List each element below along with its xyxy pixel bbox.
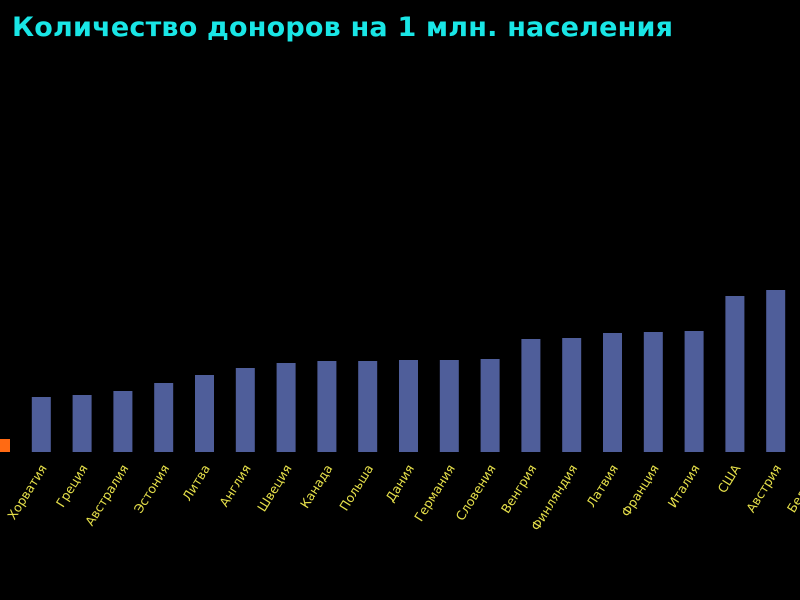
x-tick-label: Венгрия xyxy=(498,462,540,516)
bar-first xyxy=(0,439,10,452)
chart-title: Количество доноров на 1 млн. населения xyxy=(12,12,674,43)
x-tick-label: Латвия xyxy=(583,462,621,510)
bar-Венгрия xyxy=(521,339,541,452)
bar-Франция xyxy=(643,332,663,452)
x-tick-label: Германия xyxy=(411,462,458,524)
x-tick-label: Эстония xyxy=(131,462,173,516)
bar-Австрия xyxy=(766,290,786,452)
bar-Швеция xyxy=(276,363,296,452)
bar-Англия xyxy=(235,368,255,452)
bar-Канада xyxy=(317,361,337,452)
bar-Италия xyxy=(684,331,704,452)
x-tick-label: Канада xyxy=(297,462,336,511)
bar-Австралия xyxy=(113,391,133,452)
bar-Германия xyxy=(439,360,459,452)
bar-Латвия xyxy=(603,333,622,452)
x-tick-label: Дания xyxy=(382,462,417,505)
bar-Хорватия xyxy=(31,397,51,452)
bar-Эстония xyxy=(154,383,174,452)
x-tick-label: Англия xyxy=(216,462,254,510)
x-tick-label: США xyxy=(714,461,743,495)
x-tick-label: Австралия xyxy=(82,462,131,529)
x-tick-label: Австрия xyxy=(743,462,784,515)
x-tick-label: Швеция xyxy=(254,462,295,515)
x-tick-label: Франция xyxy=(618,462,662,520)
x-tick-label: Италия xyxy=(665,462,703,511)
bar-Польша xyxy=(358,361,378,452)
bar-Дания xyxy=(399,360,418,452)
bar-Греция xyxy=(72,395,92,452)
bar-Литва xyxy=(195,375,214,452)
x-tick-label: Польша xyxy=(336,462,376,514)
bar-США xyxy=(725,296,745,452)
x-tick-label: Хорватия xyxy=(4,462,50,523)
x-tick-label: Греция xyxy=(53,462,91,510)
x-tick-label: Словения xyxy=(452,462,498,524)
x-tick-label: Литва xyxy=(179,462,213,504)
bar-Финляндия xyxy=(562,338,582,452)
bar-Словения xyxy=(480,359,500,452)
x-tick-label: Бельгия xyxy=(784,462,800,516)
